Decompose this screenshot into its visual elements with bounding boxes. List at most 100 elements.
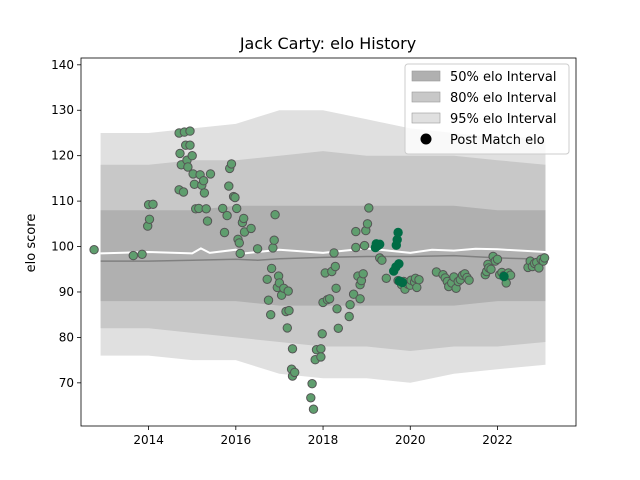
elo-point xyxy=(144,214,155,225)
elo-point xyxy=(381,273,391,283)
elo-point xyxy=(222,210,232,221)
elo-point xyxy=(359,240,370,251)
elo-point xyxy=(351,242,361,253)
elo-point xyxy=(262,274,272,284)
elo-point xyxy=(316,344,326,354)
elo-point xyxy=(330,261,340,272)
elo-point xyxy=(414,275,424,285)
x-tick-label: 2020 xyxy=(395,433,426,447)
legend: 50% elo Interval 80% elo Interval 95% elo … xyxy=(404,63,570,155)
x-tick-label: 2014 xyxy=(133,433,164,447)
elo-point xyxy=(317,329,327,339)
elo-point xyxy=(377,255,387,265)
elo-point xyxy=(89,245,99,255)
elo-point xyxy=(324,294,335,304)
legend-label: 95% elo Interval xyxy=(450,112,557,127)
elo-point xyxy=(270,210,280,220)
elo-point xyxy=(269,235,279,245)
elo-point xyxy=(230,192,240,203)
elo-point xyxy=(412,282,422,293)
y-tick-label: 120 xyxy=(51,149,74,163)
elo-point xyxy=(235,248,245,259)
legend-label: 50% elo Interval xyxy=(450,70,557,85)
elo-point xyxy=(492,254,503,264)
elo-point xyxy=(358,269,368,279)
x-tick-label: 2016 xyxy=(221,433,252,447)
plot-inner xyxy=(89,110,550,414)
elo-point xyxy=(397,277,408,288)
elo-point xyxy=(202,216,213,226)
elo-point xyxy=(344,311,354,322)
elo-point xyxy=(394,259,404,269)
elo-point xyxy=(226,159,237,169)
elo-point xyxy=(148,199,158,210)
legend-swatch xyxy=(411,112,441,124)
elo-point xyxy=(175,148,185,159)
elo-point xyxy=(234,238,245,248)
elo-point xyxy=(246,223,256,234)
elo-point xyxy=(290,367,300,378)
axes: 2014 2016 2018 2020 2022 70 80 90 100 110 120 130 14… xyxy=(51,57,577,447)
elo-point xyxy=(283,286,293,296)
y-axis-title: elo score xyxy=(24,214,39,273)
axes-frame xyxy=(80,57,577,427)
elo-point xyxy=(306,393,316,403)
elo-point xyxy=(333,323,343,333)
elo-point xyxy=(128,250,139,261)
elo-point xyxy=(178,187,189,197)
mean-line xyxy=(100,247,546,255)
elo-point xyxy=(224,181,234,191)
y-tick-label: 70 xyxy=(59,376,74,390)
x-tick-label: 2018 xyxy=(308,433,339,447)
legend-swatch xyxy=(411,70,441,82)
y-tick-label: 130 xyxy=(51,103,74,117)
elo-point xyxy=(282,323,292,333)
elo-point xyxy=(263,295,274,305)
y-tick-label: 100 xyxy=(51,240,74,254)
elo-point xyxy=(364,203,374,213)
elo-point xyxy=(185,140,195,150)
legend-marker xyxy=(420,133,432,145)
elo-point xyxy=(332,304,342,314)
elo-point xyxy=(375,239,385,250)
plot-area xyxy=(89,110,550,414)
elo-point xyxy=(252,244,263,254)
y-tick-label: 110 xyxy=(51,194,74,208)
elo-point xyxy=(307,379,317,389)
elo-point xyxy=(266,310,276,320)
elo-point xyxy=(266,263,277,274)
elo-point xyxy=(329,248,339,258)
elo-point xyxy=(393,227,403,238)
elo-point xyxy=(486,264,496,274)
elo-point xyxy=(268,243,278,253)
legend-swatch xyxy=(411,91,441,103)
elo-point xyxy=(534,263,544,273)
elo-point xyxy=(464,275,474,285)
elo-point xyxy=(183,162,193,172)
elo-point xyxy=(137,249,147,260)
elo-point xyxy=(351,226,361,237)
elo-point xyxy=(355,294,365,304)
legend-box xyxy=(404,63,570,155)
elo-point xyxy=(284,305,294,316)
x-tick-label: 2022 xyxy=(482,433,513,447)
elo-point xyxy=(198,176,209,186)
y-tick-label: 80 xyxy=(59,330,74,344)
legend-label: 80% elo Interval xyxy=(450,91,557,106)
elo-point xyxy=(218,203,228,214)
elo-point xyxy=(232,203,242,214)
elo-point xyxy=(362,219,373,229)
elo-point xyxy=(199,188,210,198)
elo-point xyxy=(287,344,298,354)
band-50 xyxy=(100,205,546,306)
elo-point xyxy=(187,151,197,161)
elo-point xyxy=(185,126,195,136)
y-tick-label: 90 xyxy=(59,285,74,299)
elo-point xyxy=(345,300,355,310)
elo-point xyxy=(316,352,326,362)
elo-point xyxy=(219,227,230,238)
y-tick-label: 140 xyxy=(51,58,74,72)
elo-point xyxy=(308,404,319,414)
